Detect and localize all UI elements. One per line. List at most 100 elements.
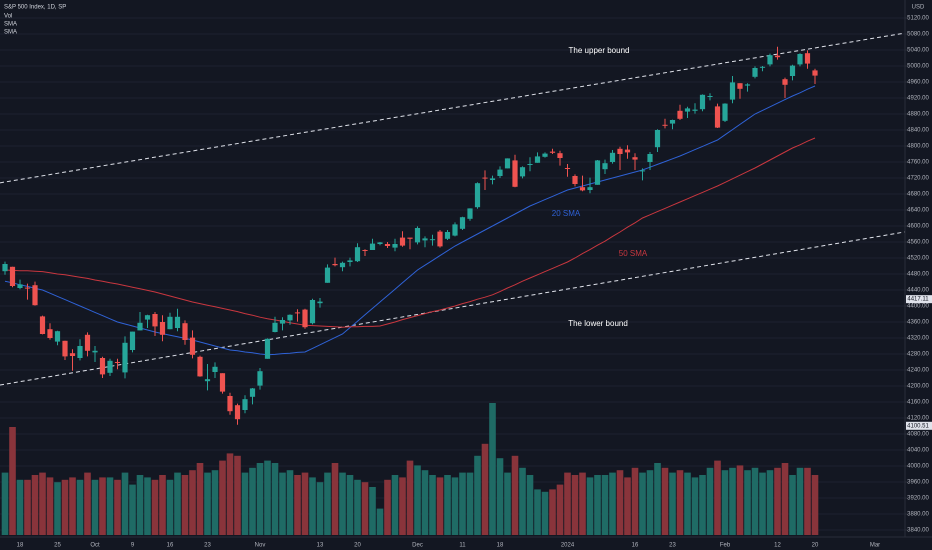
volume-bar xyxy=(451,477,459,535)
candle-body xyxy=(407,237,413,239)
y-tick-label: 4400.00 xyxy=(907,304,929,310)
volume-bar xyxy=(204,472,211,535)
candle-body xyxy=(639,170,646,172)
volume-bar xyxy=(789,475,796,535)
volume-bar xyxy=(354,479,361,535)
volume-bar xyxy=(294,475,301,535)
x-tick-label: 12 xyxy=(774,543,781,549)
x-tick-label: 16 xyxy=(632,543,639,549)
volume-bar xyxy=(129,484,136,535)
volume-bar xyxy=(1,472,9,535)
candle-body xyxy=(339,262,346,268)
volume-bar xyxy=(766,470,774,535)
y-tick-label: 3840.00 xyxy=(907,528,929,534)
candle-body xyxy=(294,312,301,314)
legend-item: SMA xyxy=(4,22,17,28)
candle-body xyxy=(707,96,713,97)
y-tick-label: 4240.00 xyxy=(907,368,929,374)
candle-body xyxy=(369,243,376,250)
trend-line xyxy=(0,231,906,386)
candle-body xyxy=(729,82,736,100)
volume-bar xyxy=(541,491,549,535)
volume-bar xyxy=(279,472,286,535)
candle-body xyxy=(62,340,68,357)
candle-body xyxy=(722,103,728,121)
candle-body xyxy=(354,247,361,262)
candle-body xyxy=(77,346,83,358)
volume-bar xyxy=(54,482,61,535)
volume-bar xyxy=(781,463,789,535)
y-tick-label: 4280.00 xyxy=(907,352,929,358)
volume-bar xyxy=(144,477,151,535)
candle-body xyxy=(212,366,218,372)
x-tick-label: Oct xyxy=(90,543,100,549)
y-tick-label: 4480.00 xyxy=(907,272,929,278)
x-tick-label: 25 xyxy=(54,543,61,549)
volume-bar xyxy=(234,455,241,535)
y-tick-label: 4200.00 xyxy=(907,384,929,390)
candle-body xyxy=(287,314,293,321)
volume-bar xyxy=(714,460,721,535)
volume-bar xyxy=(751,467,759,535)
volume-bar xyxy=(189,470,196,535)
volume-bar xyxy=(706,467,714,535)
x-tick-label: 20 xyxy=(354,543,361,549)
legend-item: SMA xyxy=(4,30,17,36)
candle-body xyxy=(489,178,496,180)
candle-body xyxy=(219,373,226,392)
volume-bar xyxy=(459,472,466,535)
volume-bar xyxy=(811,475,819,535)
candle-body xyxy=(797,54,803,65)
volume-bar xyxy=(84,472,91,535)
candle-body xyxy=(362,250,368,251)
volume-bar xyxy=(669,472,676,535)
volume-bar xyxy=(151,479,159,535)
x-tick-label: 16 xyxy=(167,543,174,549)
x-tick-label: Dec xyxy=(412,543,423,549)
candle-body xyxy=(497,169,503,176)
legend-item: Vol xyxy=(4,14,12,20)
candle-body xyxy=(204,379,211,382)
candle-body xyxy=(692,109,698,111)
y-tick-label: 4320.00 xyxy=(907,336,929,342)
x-tick-label: Feb xyxy=(720,543,731,549)
volume-bar xyxy=(556,484,564,535)
candle-body xyxy=(609,152,616,162)
candle-body xyxy=(332,264,338,266)
volume-bar xyxy=(631,467,639,535)
volume-bar xyxy=(586,477,594,535)
volume-bar xyxy=(399,477,406,535)
y-tick-label: 4920.00 xyxy=(907,96,929,102)
y-tick-label: 5120.00 xyxy=(907,16,929,22)
volume-bar xyxy=(414,465,421,535)
y-tick-label: 3960.00 xyxy=(907,480,929,486)
candle-body xyxy=(737,83,743,89)
y-tick-label: 4760.00 xyxy=(907,160,929,166)
y-tick-label: 4560.00 xyxy=(907,240,929,246)
axes: 3840.00 3880.00 3920.00 3960.00 4000.00 4040.… xyxy=(17,16,932,549)
candle-body xyxy=(174,316,181,328)
x-tick-label: 13 xyxy=(317,543,324,549)
y-tick-label: 5040.00 xyxy=(907,48,929,54)
candle-body xyxy=(774,55,781,58)
candle-body xyxy=(9,266,16,286)
volume-bar xyxy=(324,472,331,535)
candle-body xyxy=(504,158,511,169)
volume-bar xyxy=(241,472,249,535)
volume-bar xyxy=(504,472,511,535)
candle-body xyxy=(804,53,811,64)
candle-body xyxy=(84,334,91,351)
candle-body xyxy=(234,405,241,420)
volume-bar xyxy=(699,475,706,535)
candle-body xyxy=(384,244,391,246)
candle-body xyxy=(302,309,308,328)
y-tick-label: 4120.00 xyxy=(907,416,929,422)
y-tick-label: 4080.00 xyxy=(907,432,929,438)
volume-bar xyxy=(496,458,504,535)
annotations: The upper bound The lower bound 20 SMA 50 S… xyxy=(552,46,648,328)
candle-body xyxy=(167,316,173,330)
candle-body xyxy=(114,362,121,363)
volume-bar xyxy=(211,470,219,535)
candle-body xyxy=(579,187,586,191)
x-tick-label: 2024 xyxy=(561,543,575,549)
